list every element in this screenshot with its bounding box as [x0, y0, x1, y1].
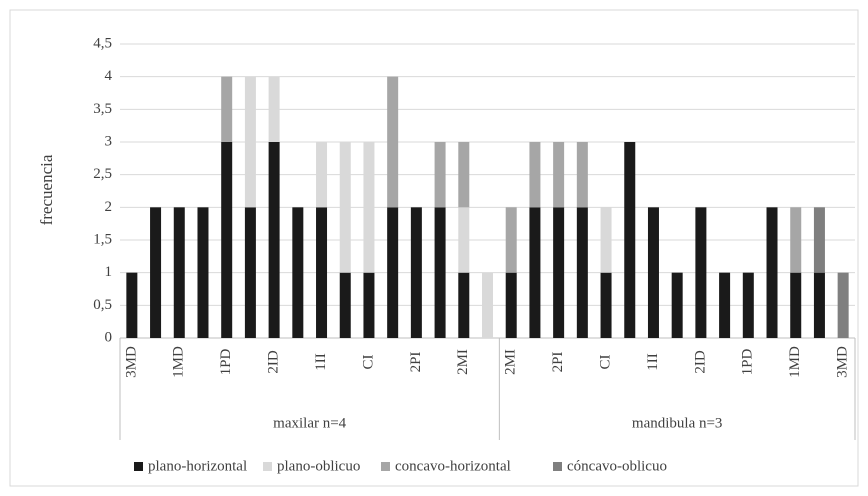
bar-segment — [553, 142, 565, 208]
bar-segment — [458, 207, 470, 273]
group-label: maxilar n=4 — [273, 415, 347, 431]
x-tick-label: 3MD — [835, 346, 851, 378]
x-tick-label: 2PI — [550, 352, 566, 373]
bar-segment — [505, 272, 517, 338]
y-tick-label: 3 — [105, 133, 113, 149]
bar-segment — [244, 207, 256, 338]
x-tick-label: 1II — [313, 353, 329, 371]
bar-segment — [742, 272, 754, 338]
legend-label: plano-horizontal — [148, 458, 247, 474]
bar-segment — [600, 272, 612, 338]
bar-segment — [695, 207, 707, 338]
bar-segment — [671, 272, 683, 338]
x-tick-label: CI — [597, 354, 613, 369]
bar-segment — [197, 207, 209, 338]
bar-segment — [244, 76, 256, 208]
bar-segment — [150, 207, 162, 338]
bar-segment — [173, 207, 185, 338]
bar-segment — [576, 142, 588, 208]
x-tick-label: 2ID — [266, 350, 282, 373]
bar-segment — [387, 76, 399, 208]
chart-frame — [9, 9, 859, 487]
y-tick-label: 2 — [105, 199, 113, 215]
bar-segment — [624, 142, 636, 338]
x-tick-label: 2PI — [408, 352, 424, 373]
bar-segment — [482, 272, 493, 338]
bar-segment — [529, 207, 541, 338]
group-label: mandibula n=3 — [632, 415, 723, 431]
y-tick-label: 1,5 — [93, 231, 112, 247]
legend-label: cóncavo-oblicuo — [567, 458, 667, 474]
legend-label: concavo-horizontal — [395, 458, 511, 474]
x-tick-label: 1MD — [171, 346, 187, 378]
bar-segment — [268, 142, 280, 338]
bar-segment — [458, 142, 470, 208]
y-tick-label: 3,5 — [93, 101, 112, 117]
bar-segment — [837, 272, 849, 338]
bar-segment — [387, 207, 399, 338]
legend-label: plano-oblicuo — [277, 458, 360, 474]
bar-segment — [434, 207, 446, 338]
bar-segment — [813, 207, 825, 273]
x-tick-label: 1PD — [740, 349, 756, 376]
x-tick-label: 2MI — [503, 349, 519, 375]
y-axis-label: frecuencia — [37, 154, 56, 225]
x-tick-label: 2ID — [692, 350, 708, 373]
bar-segment — [316, 207, 328, 338]
legend-swatch — [134, 462, 143, 471]
bar-segment — [434, 142, 446, 208]
y-tick-label: 4,5 — [93, 35, 112, 51]
bar-segment — [363, 142, 375, 273]
bar-segment — [221, 76, 233, 142]
bar-segment — [268, 76, 280, 142]
bar-segment — [339, 142, 351, 273]
bar-segment — [339, 272, 351, 338]
legend-swatch — [381, 462, 390, 471]
bar-segment — [719, 272, 731, 338]
x-tick-label: 1MD — [787, 346, 803, 378]
y-tick-label: 0 — [105, 329, 113, 345]
bar-segment — [126, 272, 138, 338]
bar-segment — [221, 142, 233, 338]
y-tick-label: 4 — [105, 68, 113, 84]
bar-segment — [553, 207, 565, 338]
x-tick-label: CI — [360, 354, 376, 369]
bar-segment — [600, 207, 612, 273]
y-tick-label: 2,5 — [93, 166, 112, 182]
x-tick-label: 2MI — [455, 349, 471, 375]
y-tick-label: 0,5 — [93, 297, 112, 313]
bar-segment — [529, 142, 541, 208]
bar-segment — [292, 207, 304, 338]
legend-swatch — [553, 462, 562, 471]
bar-segment — [766, 207, 778, 338]
x-tick-label: 1II — [645, 353, 661, 371]
x-tick-label: 1PD — [218, 349, 234, 376]
bar-segment — [790, 207, 802, 273]
bar-segment — [813, 272, 825, 338]
bar-segment — [647, 207, 659, 338]
legend-swatch — [263, 462, 272, 471]
bar-segment — [458, 272, 470, 338]
bar-segment — [576, 207, 588, 338]
bar-segment — [790, 272, 802, 338]
x-tick-label: 3MD — [123, 346, 139, 378]
bar-segment — [316, 142, 328, 208]
bar-segment — [410, 207, 422, 338]
y-tick-label: 1 — [105, 264, 113, 280]
bar-segment — [363, 272, 375, 338]
bar-segment — [505, 207, 517, 273]
